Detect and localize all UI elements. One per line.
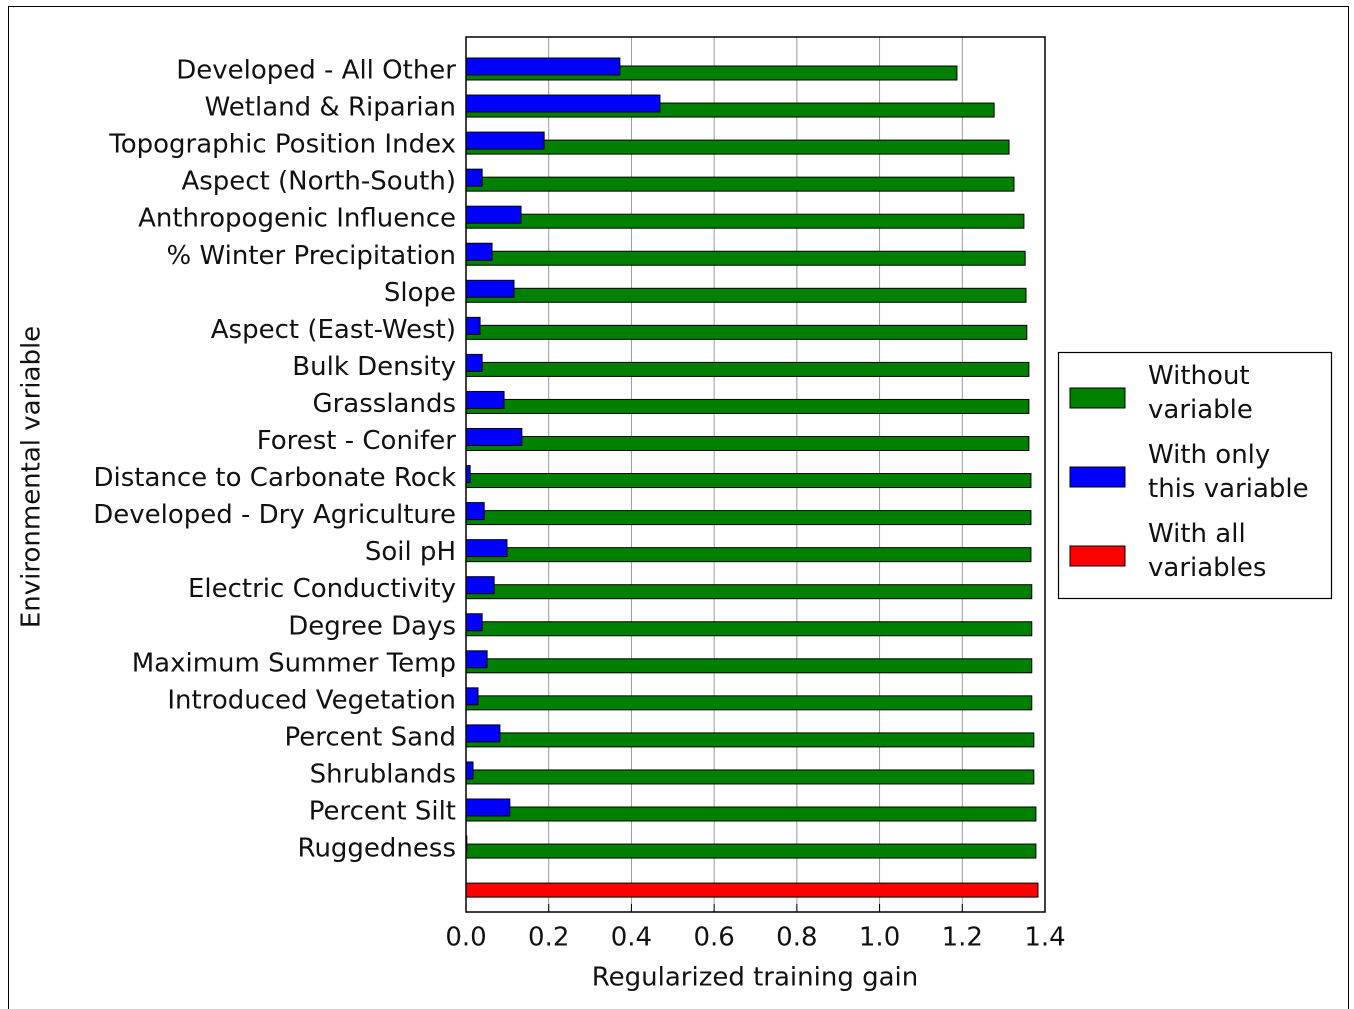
bar xyxy=(465,390,505,409)
bar xyxy=(465,882,1039,898)
y-tick-label: Topographic Position Index xyxy=(108,130,456,160)
y-tick-label: Forest - Conifer xyxy=(257,426,457,456)
bar xyxy=(465,621,1033,637)
bar xyxy=(465,279,515,298)
frame xyxy=(8,6,1349,1009)
y-tick-label: Wetland & Riparian xyxy=(205,93,456,123)
bar xyxy=(465,287,1027,303)
x-axis-label: Regularized training gain xyxy=(592,963,919,993)
y-tick-label: Soil pH xyxy=(365,537,456,567)
plot-frame xyxy=(465,36,1046,913)
bar xyxy=(465,613,483,632)
bar xyxy=(465,650,488,669)
y-tick-label: Aspect (East-West) xyxy=(211,315,456,345)
y-tick-label: Electric Conductivity xyxy=(188,574,456,604)
y-tick-label: Maximum Summer Temp xyxy=(132,648,456,678)
bar xyxy=(465,205,522,224)
bar xyxy=(465,168,483,187)
y-tick-label: Anthropogenic Influence xyxy=(138,204,456,234)
y-tick-label: Developed - All Other xyxy=(176,56,456,86)
y-tick-label: Aspect (North-South) xyxy=(181,167,456,197)
x-tick-label: 0.6 xyxy=(693,923,734,953)
bar xyxy=(465,353,483,372)
y-tick-label: Ruggedness xyxy=(298,834,456,864)
bar xyxy=(465,547,1032,563)
legend-label: With all variables xyxy=(1148,519,1267,583)
x-tick-label: 0.4 xyxy=(611,923,652,953)
y-tick-label: Distance to Carbonate Rock xyxy=(93,463,456,493)
bar xyxy=(465,687,479,706)
bar xyxy=(465,139,1010,155)
y-tick-label: Introduced Vegetation xyxy=(167,685,456,715)
x-tick-label: 1.0 xyxy=(859,923,900,953)
bar xyxy=(465,658,1033,674)
bar xyxy=(465,510,1032,526)
y-tick-label: Developed - Dry Agriculture xyxy=(93,500,456,530)
legend-swatch xyxy=(1069,466,1126,488)
bar xyxy=(465,539,508,558)
bar xyxy=(465,242,493,261)
legend-label: With only this variable xyxy=(1148,440,1309,504)
bar xyxy=(465,502,485,521)
bar xyxy=(465,695,1033,711)
legend-swatch xyxy=(1069,545,1126,567)
y-tick-label: Shrublands xyxy=(310,759,456,789)
bar xyxy=(465,398,1030,414)
x-tick-label: 1.2 xyxy=(942,923,983,953)
bar xyxy=(465,94,661,113)
bar xyxy=(465,584,1033,600)
y-tick-label: Grasslands xyxy=(312,389,456,419)
bar xyxy=(465,843,1037,859)
bar xyxy=(465,724,501,743)
bar xyxy=(465,576,495,595)
y-axis-label: Environmental variable xyxy=(17,326,47,628)
bar xyxy=(465,361,1030,377)
bar xyxy=(465,250,1026,266)
bar xyxy=(465,213,1025,229)
bar xyxy=(465,769,1035,785)
bar xyxy=(465,473,1032,489)
bar xyxy=(465,761,474,780)
bar xyxy=(465,806,1037,822)
bar xyxy=(465,428,523,446)
legend-swatch xyxy=(1069,387,1126,409)
bar xyxy=(465,324,1028,340)
y-tick-label: Percent Sand xyxy=(284,722,456,752)
y-tick-label: Degree Days xyxy=(288,611,456,641)
bar xyxy=(465,798,511,817)
y-tick-label: Percent Silt xyxy=(309,797,456,827)
y-tick-label: Slope xyxy=(384,278,456,308)
bar xyxy=(465,57,621,76)
bar xyxy=(465,436,1030,451)
bar xyxy=(465,316,481,335)
y-tick-label: % Winter Precipitation xyxy=(167,241,456,271)
x-tick-label: 1.4 xyxy=(1024,923,1065,953)
bar xyxy=(465,131,545,150)
x-tick-label: 0.0 xyxy=(445,923,486,953)
x-tick-label: 0.2 xyxy=(528,923,569,953)
bar xyxy=(465,732,1035,748)
legend-label: Without variable xyxy=(1148,361,1253,425)
x-tick-label: 0.8 xyxy=(776,923,817,953)
bar xyxy=(465,176,1015,192)
y-tick-label: Bulk Density xyxy=(292,352,456,382)
